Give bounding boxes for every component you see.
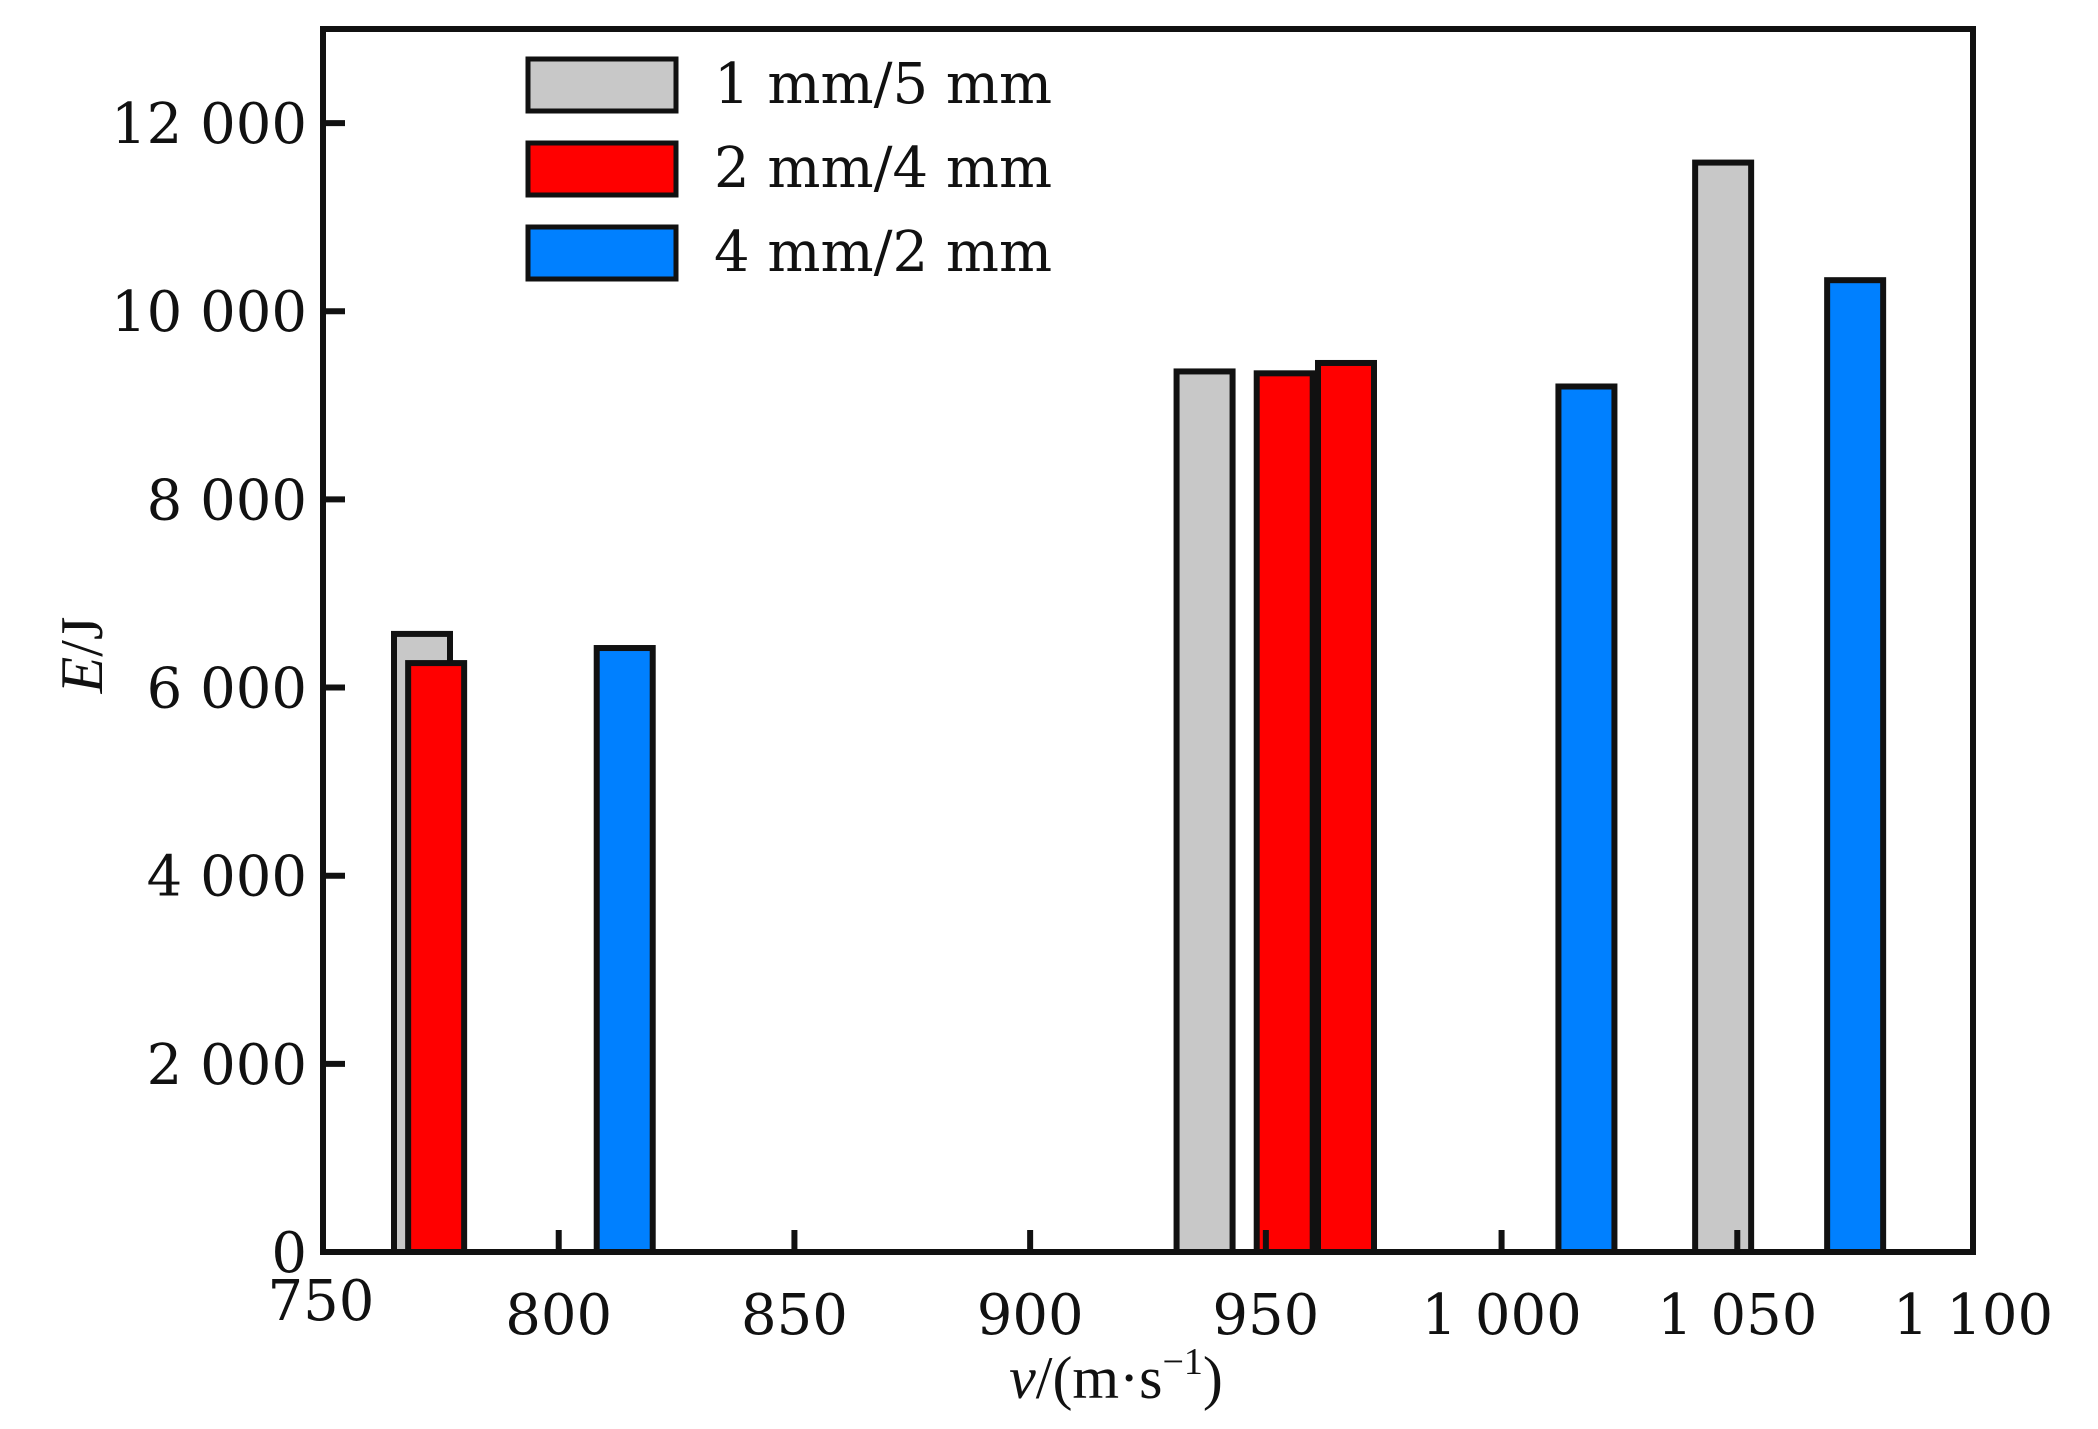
legend: 1 mm/5 mm 2 mm/4 mm 4 mm/2 mm (525, 52, 1052, 285)
y-tick-label: 2 000 (147, 1033, 307, 1098)
x-tick-label: 800 (505, 1283, 612, 1348)
x-tick-label: 750 (268, 1269, 375, 1334)
bar-4-mm-2-mm-0 (593, 645, 656, 1255)
y-axis-ticks: 0 2 000 4 000 6 000 8 000 10 000 12 000 (111, 92, 345, 1286)
y-tick-label: 8 000 (147, 468, 307, 533)
y-tick-label: 4 000 (147, 845, 307, 910)
bars-layer (391, 159, 1887, 1256)
bar-2-mm-4-mm-2 (1315, 359, 1377, 1255)
y-tick-label: 0 (271, 1221, 307, 1286)
legend-label: 2 mm/4 mm (714, 136, 1052, 201)
x-tick-label: 950 (1212, 1283, 1319, 1348)
y-axis-variable: E (49, 657, 115, 695)
y-axis-unit: /J (49, 617, 115, 657)
y-axis-title: E/J (49, 617, 115, 695)
bar-1-mm-5-mm-2 (1692, 159, 1755, 1255)
legend-swatch (525, 224, 679, 282)
x-axis-ticks: 750 800 850 900 950 1 000 1 050 1 100 (268, 1230, 2053, 1348)
plot-frame (320, 26, 1976, 1255)
bar-1-mm-5-mm-1 (1173, 368, 1236, 1255)
x-tick-label: 1 100 (1893, 1283, 2053, 1348)
y-tick-label: 10 000 (111, 280, 307, 345)
bar-4-mm-2-mm-1 (1555, 383, 1618, 1255)
y-tick-label: 12 000 (111, 92, 307, 157)
legend-label: 4 mm/2 mm (714, 220, 1052, 285)
x-axis-unit-exponent: −1 (1162, 1341, 1202, 1383)
x-axis-unit-close: ) (1203, 1345, 1223, 1411)
x-tick-label: 900 (977, 1283, 1084, 1348)
x-tick-label: 1 050 (1657, 1283, 1817, 1348)
bar-4-mm-2-mm-2 (1824, 277, 1887, 1256)
legend-swatch (525, 56, 679, 114)
legend-swatch (525, 140, 679, 198)
y-tick-label: 6 000 (147, 657, 307, 722)
x-axis-variable: v (1009, 1345, 1036, 1411)
x-tick-label: 1 000 (1421, 1283, 1581, 1348)
x-axis-unit: /(m·s (1036, 1345, 1163, 1411)
bar-2-mm-4-mm-1 (1253, 370, 1316, 1255)
x-axis-title: v/(m·s−1) (1009, 1341, 1223, 1411)
bar-2-mm-4-mm-0 (405, 660, 468, 1255)
x-tick-label: 850 (741, 1283, 848, 1348)
legend-label: 1 mm/5 mm (714, 52, 1052, 117)
